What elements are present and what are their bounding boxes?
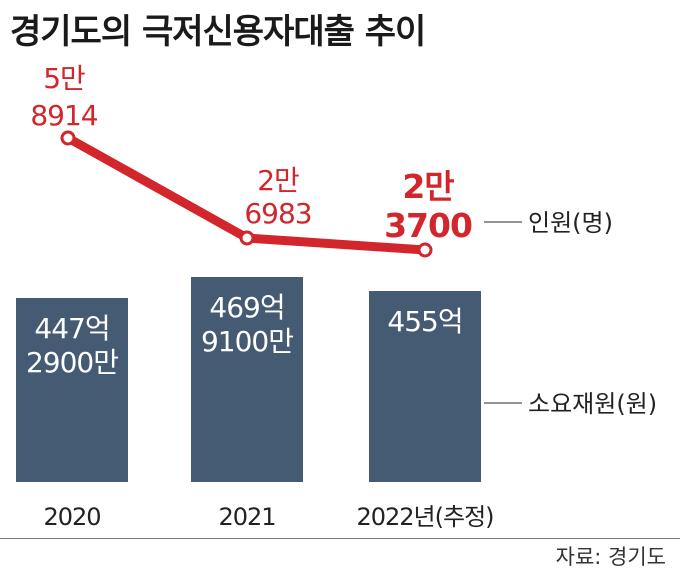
bar-label-1-1: 9100만 — [201, 325, 293, 358]
line-label-2-0: 2만 — [402, 167, 454, 206]
line-point-0 — [60, 130, 76, 146]
line-label-0-0: 5만 — [43, 62, 85, 95]
bar-1 — [191, 277, 303, 482]
x-tick-label-2: 2022년(추정) — [356, 503, 493, 531]
line-point-2 — [417, 242, 433, 258]
bar-label-0-0: 447억 — [34, 312, 109, 345]
x-tick-label-1: 2021 — [218, 503, 275, 531]
x-tick-label-0: 2020 — [43, 503, 100, 531]
legend-label-budget: 소요재원(원) — [528, 390, 657, 418]
line-point-1 — [239, 230, 255, 246]
line-label-2-1: 3700 — [384, 206, 472, 245]
line-label-1-0: 2만 — [257, 164, 299, 197]
legend-label-people: 인원(명) — [528, 209, 613, 237]
bar-2 — [369, 291, 481, 482]
line-label-1-1: 6983 — [244, 197, 311, 230]
line-label-0-1: 8914 — [30, 99, 97, 132]
source-note: 자료: 경기도 — [555, 545, 666, 569]
bar-0 — [16, 298, 128, 482]
bar-label-1-0: 469억 — [209, 291, 284, 324]
chart-title: 경기도의 극저신용자대출 추이 — [10, 12, 426, 52]
bar-label-0-1: 2900만 — [26, 346, 118, 379]
divider-line — [0, 538, 680, 539]
bar-label-2-0: 455억 — [387, 305, 462, 338]
